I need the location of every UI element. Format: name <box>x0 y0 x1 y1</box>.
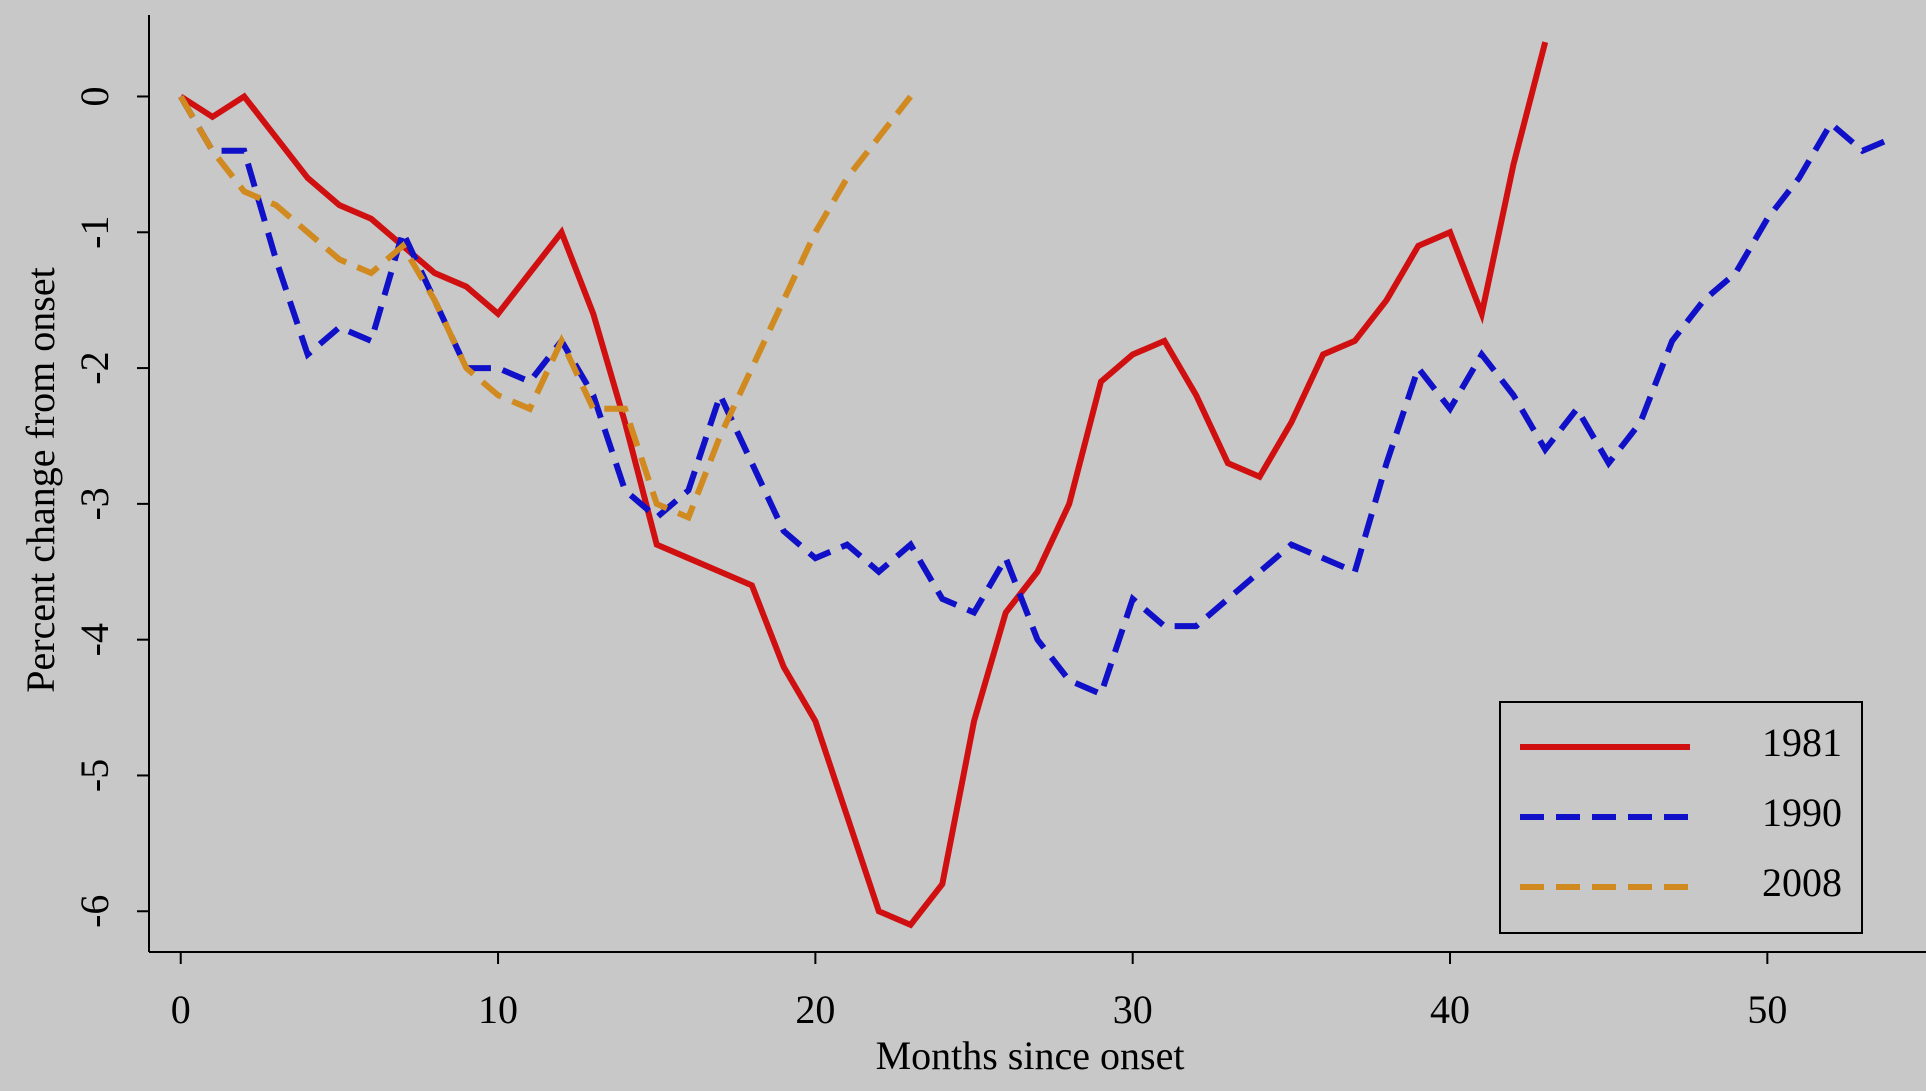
x-tick-label: 0 <box>171 987 191 1032</box>
x-tick-label: 40 <box>1430 987 1470 1032</box>
legend-label: 2008 <box>1762 860 1842 905</box>
y-tick-label: -5 <box>72 759 117 792</box>
y-tick-label: -4 <box>72 623 117 656</box>
legend-box <box>1499 701 1863 934</box>
line-series <box>179 41 1549 929</box>
x-tick-label: 10 <box>478 987 518 1032</box>
x-tick-label: 20 <box>795 987 835 1032</box>
line-series <box>178 94 913 522</box>
y-tick-label: -2 <box>72 351 117 384</box>
y-tick-label: -3 <box>72 487 117 520</box>
y-tick-label: -1 <box>72 216 117 249</box>
y-tick-label: 0 <box>72 86 117 106</box>
legend-label: 1990 <box>1762 790 1842 835</box>
x-tick-label: 50 <box>1747 987 1787 1032</box>
y-axis-label: Percent change from onset <box>18 267 63 692</box>
legend-label: 1981 <box>1762 720 1842 765</box>
x-tick-label: 30 <box>1113 987 1153 1032</box>
y-tick-label: -6 <box>72 895 117 928</box>
x-axis-label: Months since onset <box>876 1033 1185 1078</box>
line-series <box>178 94 1896 699</box>
